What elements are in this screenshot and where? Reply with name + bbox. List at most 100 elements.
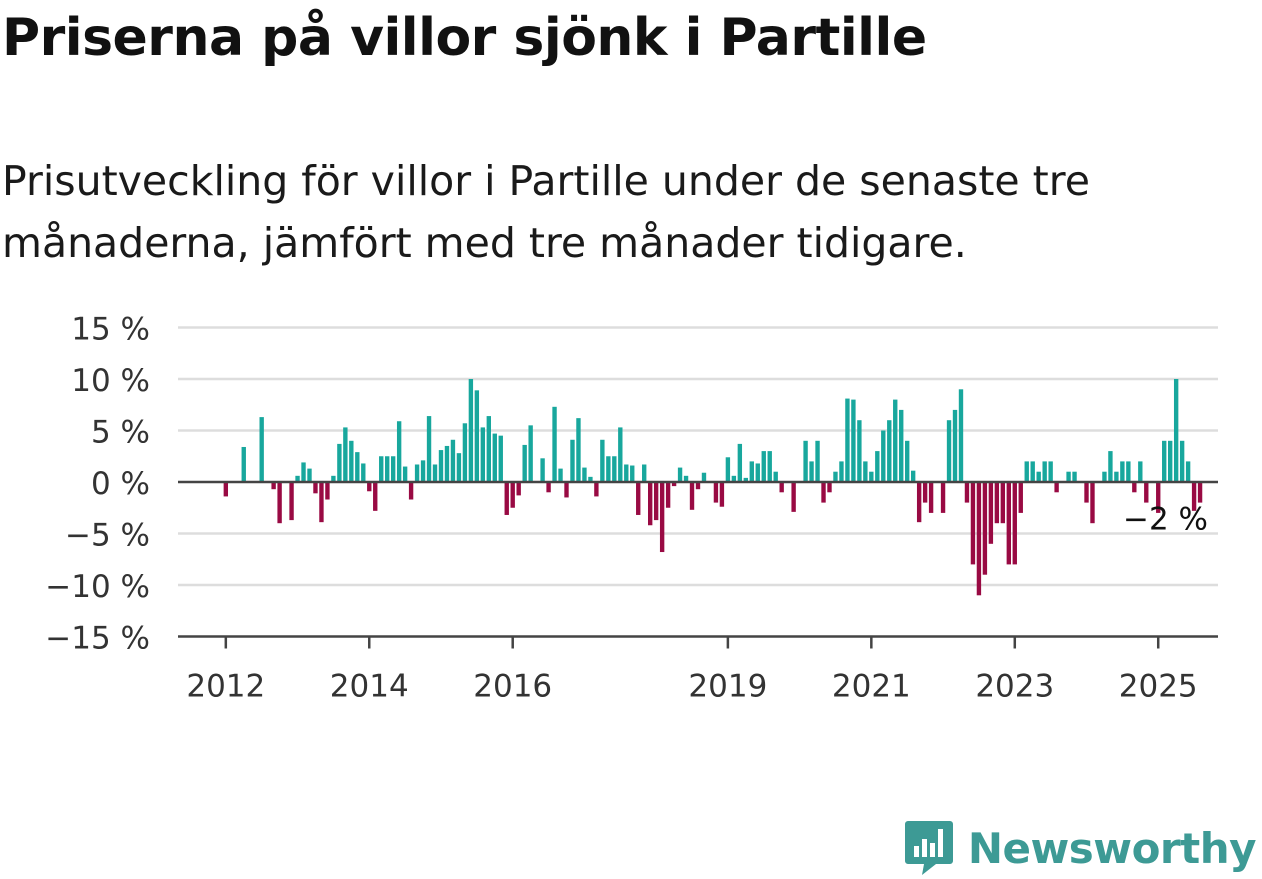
bar xyxy=(1042,461,1047,482)
bar xyxy=(683,475,689,482)
y-tick-labels: 15 % 10 % 5 % 0 % −5 % −10 % −15 % xyxy=(45,312,150,657)
bar xyxy=(444,445,450,482)
bar xyxy=(976,482,982,596)
bar xyxy=(809,461,814,482)
bar xyxy=(510,482,515,508)
bar xyxy=(367,482,372,492)
bar xyxy=(869,471,874,482)
bar xyxy=(970,482,976,565)
bar xyxy=(474,390,480,482)
bar xyxy=(528,425,533,482)
bar xyxy=(713,482,719,503)
bar xyxy=(331,475,336,482)
bar xyxy=(606,456,611,482)
bar xyxy=(624,464,629,482)
bar xyxy=(438,450,444,482)
bar xyxy=(779,482,784,493)
bar xyxy=(1000,482,1006,524)
bar xyxy=(1191,482,1197,511)
bar xyxy=(516,482,521,496)
bar xyxy=(1072,471,1077,482)
bar xyxy=(618,427,623,482)
bar xyxy=(313,482,318,494)
bar xyxy=(1054,482,1059,493)
bar xyxy=(791,482,796,512)
bar xyxy=(833,471,838,482)
bar xyxy=(851,399,856,482)
bar xyxy=(1162,440,1167,482)
bar xyxy=(922,482,928,503)
bar xyxy=(552,406,557,482)
bar xyxy=(480,427,486,482)
bar xyxy=(665,482,671,508)
bar xyxy=(259,417,264,482)
bar xyxy=(695,482,701,490)
bar xyxy=(863,461,868,482)
x-tick-label: 2012 xyxy=(186,669,265,705)
bar xyxy=(456,453,462,482)
bar xyxy=(958,389,964,482)
bar xyxy=(426,416,432,482)
bar xyxy=(737,443,743,482)
bar xyxy=(450,439,456,482)
bar xyxy=(1168,440,1173,482)
bar xyxy=(588,476,593,482)
bar xyxy=(498,435,503,482)
bar xyxy=(402,466,408,482)
bar xyxy=(1108,451,1113,482)
brand-logo: Newsworthy xyxy=(904,819,1257,877)
bar xyxy=(582,467,587,482)
bar xyxy=(689,482,695,510)
x-tick-labels: 2012 2014 2016 2019 2021 2023 2025 xyxy=(186,669,1197,705)
bar xyxy=(671,482,677,487)
bar xyxy=(361,463,366,482)
bar xyxy=(1030,461,1035,482)
bar xyxy=(1084,482,1089,503)
bar xyxy=(642,464,647,482)
bar xyxy=(504,482,509,515)
x-tick-label: 2023 xyxy=(975,669,1054,705)
brand-name: Newsworthy xyxy=(967,823,1257,873)
bar xyxy=(982,482,988,575)
bar xyxy=(1114,471,1119,482)
bar xyxy=(307,468,312,482)
bar xyxy=(845,398,850,482)
bar xyxy=(564,482,569,498)
bar xyxy=(540,458,545,482)
bar xyxy=(570,439,575,482)
bar xyxy=(1120,461,1125,482)
bar xyxy=(857,420,862,482)
x-tick-label: 2014 xyxy=(330,669,409,705)
bar xyxy=(349,440,354,482)
y-tick-label: −15 % xyxy=(45,621,150,657)
y-tick-label: 15 % xyxy=(71,312,150,348)
bar xyxy=(749,461,754,482)
bar xyxy=(1156,482,1161,513)
bar xyxy=(630,465,635,482)
bar xyxy=(767,451,772,482)
chart-subtitle: Prisutveckling för villor i Partille und… xyxy=(2,157,1090,267)
bar xyxy=(546,482,551,493)
bar xyxy=(432,464,438,482)
bar xyxy=(1138,461,1143,482)
bar xyxy=(916,482,922,523)
bar xyxy=(486,416,491,482)
bar xyxy=(522,444,527,482)
bar xyxy=(1036,471,1041,482)
bar xyxy=(1090,482,1095,524)
bar xyxy=(648,482,653,526)
last-value-label: −2 % xyxy=(1123,501,1208,537)
bar xyxy=(875,451,880,482)
bar xyxy=(1126,461,1131,482)
bar xyxy=(1024,461,1029,482)
bar xyxy=(271,482,276,490)
bar xyxy=(964,482,970,503)
bar xyxy=(928,482,934,513)
bar xyxy=(677,467,683,482)
bar xyxy=(1012,482,1017,565)
axes xyxy=(178,480,1218,649)
bar xyxy=(994,482,1000,524)
bar xyxy=(1132,482,1137,493)
bar xyxy=(1066,471,1071,482)
bar xyxy=(319,482,324,523)
